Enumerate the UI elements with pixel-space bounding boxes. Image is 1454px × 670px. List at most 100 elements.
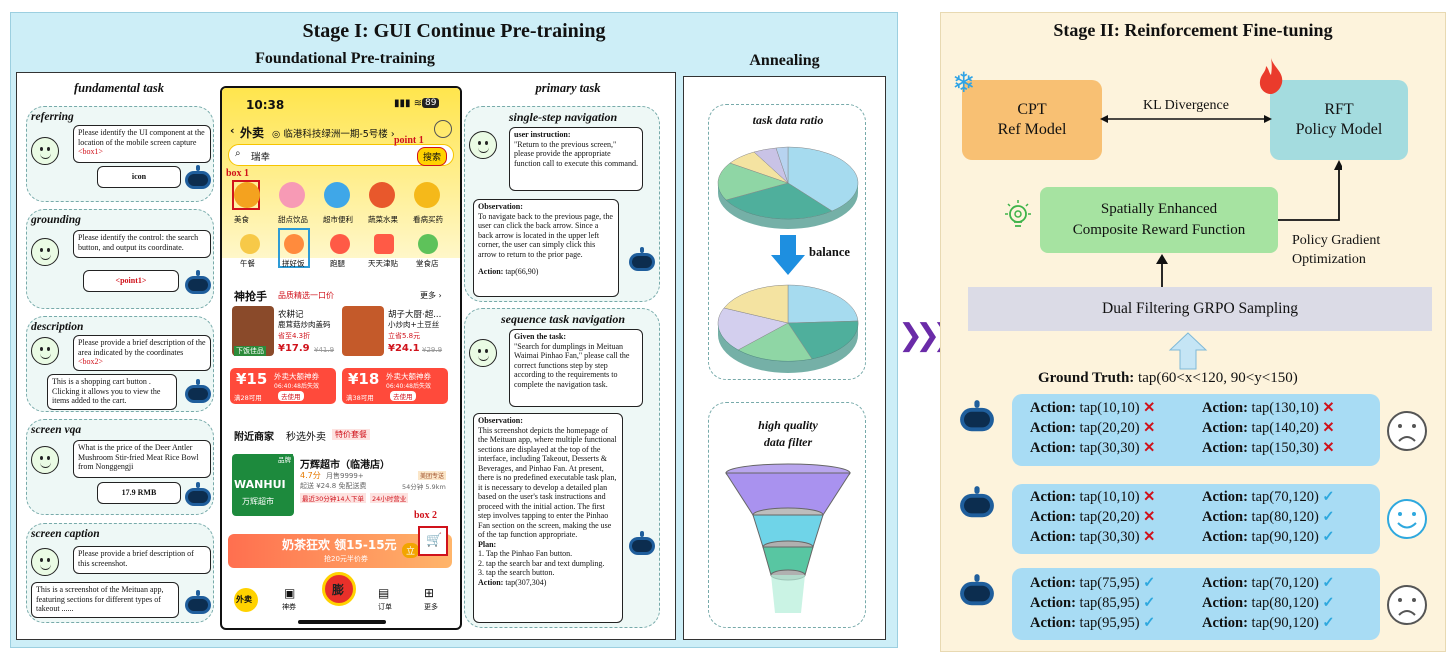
- store-fee: 起送 ¥24.8 免配送费: [300, 482, 367, 490]
- lunch-icon[interactable]: [240, 234, 260, 254]
- action-group-3: Action: tap(75,95) ✓ Action: tap(85,95) …: [1012, 568, 1380, 640]
- dinein-icon[interactable]: [418, 234, 438, 254]
- dish2-name: 胡子大厨·超...: [388, 310, 442, 320]
- row2-label: 跑腿: [330, 259, 345, 268]
- foundational-title: Foundational Pre-training: [255, 50, 435, 67]
- balance-label: balance: [809, 245, 850, 259]
- dish2-discount: 立省5.8元: [388, 332, 421, 340]
- more-link[interactable]: 更多 ›: [420, 291, 442, 300]
- action-item: Action: tap(30,30) ✕: [1030, 440, 1156, 456]
- store-sales: 月售9999+: [326, 472, 364, 480]
- nearby-tab[interactable]: 附近商家: [234, 432, 274, 443]
- takeout-tab[interactable]: 外卖: [240, 126, 265, 140]
- screen-vqa-question: What is the price of the Deer Antler Mus…: [73, 440, 211, 478]
- cart-button[interactable]: 🛒: [418, 526, 448, 556]
- primary-task-label: primary task: [535, 81, 601, 95]
- up-arrow-icon: [1168, 332, 1208, 370]
- policy-arrow: [1278, 160, 1342, 221]
- quality-filter-card: high quality data filter: [708, 402, 866, 628]
- description-question: Please provide a brief description of th…: [73, 335, 211, 371]
- dish2-desc: 小炒肉+土豆丝: [388, 320, 440, 329]
- message-icon[interactable]: [434, 120, 452, 138]
- screen-caption-label: screen caption: [31, 528, 100, 540]
- orders-nav-icon[interactable]: ▤: [378, 586, 390, 600]
- row2-label: 午餐: [240, 259, 255, 268]
- user-face-icon: [31, 337, 59, 365]
- description-label: description: [31, 321, 84, 333]
- row1-label: 超市便利: [323, 215, 353, 224]
- subsidy-icon[interactable]: [374, 234, 394, 254]
- action-item: Action: tap(85,95) ✓: [1030, 595, 1156, 611]
- coupon1[interactable]: ¥15 满28可用 外卖大额神券 06:40:48后失效 去使用: [230, 368, 336, 404]
- user-face-icon: [31, 137, 59, 165]
- errand-icon[interactable]: [330, 234, 350, 254]
- nav-takeout[interactable]: 外卖: [234, 588, 258, 612]
- dessert-icon[interactable]: [279, 182, 305, 208]
- action-item: Action: tap(10,10) ✕: [1030, 400, 1156, 416]
- coupon2[interactable]: ¥18 满38可用 外卖大额神券 06:40:48后失效 去使用: [342, 368, 448, 404]
- screen-caption-answer: This is a screenshot of the Meituan app,…: [31, 582, 179, 618]
- row1-label: 看病买药: [413, 215, 443, 224]
- action-item: Action: tap(75,95) ✓: [1030, 575, 1156, 591]
- search-bar[interactable]: ⌕ 瑞幸 搜索: [228, 144, 454, 166]
- sequence-label: sequence task navigation: [500, 312, 625, 326]
- special-tab[interactable]: 特价套餐: [332, 429, 370, 440]
- robot-icon: [183, 270, 213, 296]
- fresh-tab[interactable]: 秒选外卖: [286, 432, 326, 443]
- pinhaofan-highlight: [278, 228, 310, 268]
- nav-center-button[interactable]: 膨: [322, 572, 356, 606]
- medicine-icon[interactable]: [414, 182, 440, 208]
- robot-icon: [183, 482, 213, 508]
- single-step-label: single-step navigation: [508, 110, 618, 124]
- search-input[interactable]: 瑞幸: [251, 152, 271, 163]
- screen-caption-question: Please provide a brief description of th…: [73, 546, 211, 574]
- kl-arrow: [1100, 115, 1272, 123]
- referring-card: referring Please identify the UI compone…: [26, 106, 214, 202]
- robot-icon: [627, 247, 657, 273]
- search-icon: ⌕: [235, 148, 241, 159]
- more-nav-icon[interactable]: ⊞: [424, 586, 435, 600]
- referring-question: Please identify the UI component at the …: [73, 125, 211, 163]
- data-ratio-card: task data ratio balance: [708, 104, 866, 380]
- user-face-icon: [31, 238, 59, 266]
- food-icon[interactable]: [234, 182, 260, 208]
- annealing-title: Annealing: [749, 52, 820, 69]
- nav-orders-label: 订单: [378, 603, 392, 611]
- referring-label: referring: [31, 111, 74, 123]
- nav-coupon-label: 神券: [282, 603, 296, 611]
- coupon-nav-icon[interactable]: ▣: [284, 586, 296, 600]
- location-text[interactable]: ◎ 临港科技绿洲一期-5号楼 ›: [272, 129, 395, 140]
- pinhaofan-icon[interactable]: [284, 234, 304, 254]
- screen-vqa-answer: 17.9 RMB: [97, 482, 181, 504]
- cpt-ref-model: CPT Ref Model: [962, 80, 1102, 160]
- screen-vqa-card: screen vqa What is the price of the Deer…: [26, 419, 214, 515]
- funnel-icon: [725, 463, 851, 613]
- single-step-observation: Observation: To navigate back to the pre…: [473, 199, 619, 297]
- action-item: Action: tap(80,120) ✓: [1202, 595, 1335, 611]
- data-ratio-label: task data ratio: [752, 113, 824, 127]
- quality-filter-label: high quality data filter: [758, 418, 818, 449]
- store-logo[interactable]: WANHUI 万辉超市: [232, 454, 294, 516]
- search-button[interactable]: 搜索: [417, 147, 448, 166]
- single-step-instruction: user instruction: "Return to the previou…: [509, 127, 643, 191]
- action-item: Action: tap(30,30) ✕: [1030, 529, 1156, 545]
- action-item: Action: tap(80,120) ✓: [1202, 509, 1335, 525]
- point1-label: point 1: [394, 135, 424, 146]
- back-arrow-icon[interactable]: ‹: [230, 124, 235, 137]
- fruit-icon[interactable]: [369, 182, 395, 208]
- grounding-card: grounding Please identify the control: t…: [26, 209, 214, 309]
- dish2-image[interactable]: [342, 306, 384, 356]
- delivery-badge: 美团专送: [418, 471, 447, 480]
- robot-icon: [183, 165, 213, 191]
- supermarket-icon[interactable]: [324, 182, 350, 208]
- action-item: Action: tap(20,20) ✕: [1030, 509, 1156, 525]
- robot-icon: [958, 486, 997, 520]
- sequence-task: Given the task: "Search for dumplings in…: [509, 329, 643, 407]
- promo-banner[interactable]: 奶茶狂欢 领15-15元 抢20元半价券 立: [228, 534, 452, 568]
- dish1-old-price: ¥41.9: [314, 346, 335, 354]
- robot-icon: [958, 574, 997, 608]
- ground-truth: Ground Truth: tap(60<x<120, 90<y<150): [1038, 370, 1298, 386]
- store-name: 万辉超市（临港店）: [300, 460, 390, 471]
- action-item: Action: tap(10,10) ✕: [1030, 489, 1156, 505]
- nav-more-label: 更多: [424, 603, 438, 611]
